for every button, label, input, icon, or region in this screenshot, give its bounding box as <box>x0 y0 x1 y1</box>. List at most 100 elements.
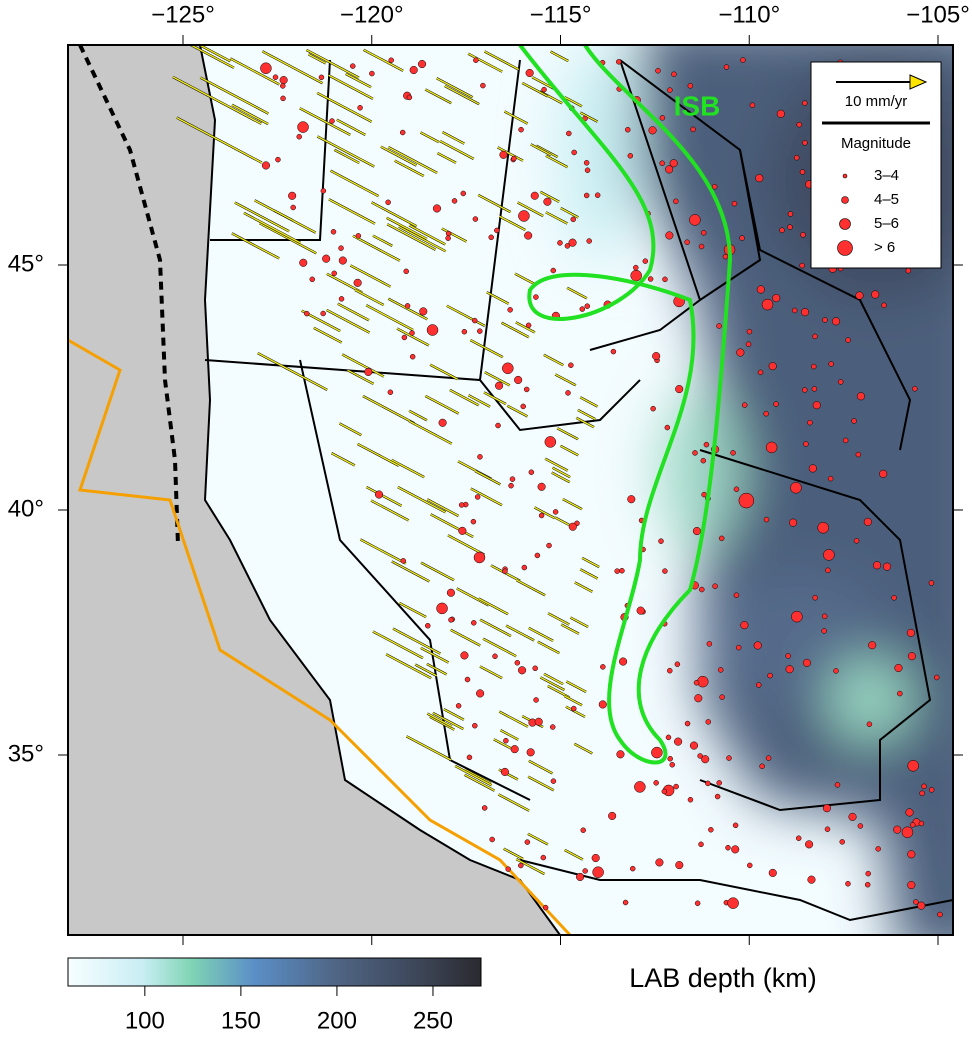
gps-vector <box>504 110 529 125</box>
earthquake <box>338 296 345 302</box>
earthquake <box>648 126 657 135</box>
x-tick-label: −115° <box>530 1 592 28</box>
earthquake <box>658 538 664 544</box>
earthquake <box>542 904 549 911</box>
earthquake <box>534 717 543 726</box>
earthquake <box>848 812 857 821</box>
gps-vector <box>566 287 588 299</box>
gps-vector <box>380 146 417 167</box>
earthquake <box>530 191 539 200</box>
gps-vector <box>313 327 343 344</box>
earthquake <box>473 551 486 564</box>
earthquake <box>913 899 919 905</box>
gps-vector <box>478 597 509 615</box>
earthquake <box>438 418 447 427</box>
ocean <box>68 45 562 935</box>
earthquake <box>845 880 851 887</box>
earthquake <box>518 126 524 133</box>
earthquake <box>387 389 394 396</box>
gps-vector <box>527 833 549 846</box>
earthquake <box>616 59 622 65</box>
gps-vector <box>449 389 480 406</box>
gps-vector <box>243 212 301 244</box>
gps-vector <box>539 191 560 203</box>
earthquake <box>296 133 302 140</box>
earthquake <box>828 361 834 367</box>
earthquake <box>583 160 590 166</box>
earthquake <box>570 216 576 223</box>
gps-vector <box>426 498 459 517</box>
earthquake <box>701 491 707 498</box>
gps-vector <box>551 471 571 483</box>
earthquake <box>432 204 442 213</box>
x-tick-label: −125° <box>151 1 215 28</box>
y-tick-label: 40° <box>8 495 44 522</box>
earthquake <box>718 535 725 542</box>
earthquake <box>400 558 407 564</box>
gps-vector <box>534 506 556 519</box>
earthquake <box>309 276 316 283</box>
gps-vector <box>470 339 504 358</box>
gps-vector <box>426 663 448 676</box>
earthquake <box>863 517 872 526</box>
gps-vector <box>336 119 366 136</box>
gps-vector <box>574 581 593 593</box>
earthquake <box>571 149 577 156</box>
earthquake <box>811 386 818 392</box>
gps-vector <box>467 53 503 73</box>
earthquake <box>790 482 802 494</box>
gps-vector <box>391 459 425 478</box>
earthquake <box>466 754 473 761</box>
earthquake <box>471 620 477 626</box>
earthquake <box>669 159 678 168</box>
earthquake <box>891 595 897 601</box>
earthquake <box>906 628 915 637</box>
earthquake <box>508 482 514 489</box>
earthquake <box>812 333 818 340</box>
earthquake <box>403 268 409 275</box>
earthquake <box>499 150 508 159</box>
earthquake <box>650 405 656 412</box>
gps-vector <box>430 513 474 538</box>
earthquake <box>409 330 415 336</box>
earthquake <box>320 310 326 317</box>
gps-vector <box>306 49 360 79</box>
earthquake <box>866 721 873 728</box>
gps-vector <box>464 768 492 785</box>
earthquake <box>557 240 563 246</box>
earthquake <box>787 211 794 217</box>
earthquake <box>821 613 828 620</box>
earthquake <box>288 191 297 200</box>
earthquake <box>796 121 802 128</box>
gps-vector <box>579 111 598 123</box>
earthquake <box>659 160 665 167</box>
earthquake <box>532 665 538 672</box>
earthquake <box>460 190 467 197</box>
earthquake <box>633 264 639 271</box>
x-tick-label: −120° <box>340 1 404 28</box>
earthquake <box>568 238 577 247</box>
gps-vector <box>308 53 327 65</box>
earthquake <box>909 822 916 828</box>
earthquake <box>472 216 479 222</box>
gps-vector <box>575 417 595 428</box>
earthquake <box>460 651 469 660</box>
earthquake <box>494 227 500 234</box>
earthquake <box>698 841 704 848</box>
gps-vector <box>330 170 379 197</box>
earthquake <box>329 118 335 124</box>
earthquake <box>583 192 590 199</box>
earthquake <box>667 667 673 674</box>
earthquake <box>564 243 571 249</box>
gps-vector <box>425 395 460 415</box>
gps-vector <box>581 557 600 568</box>
earthquake <box>477 328 483 334</box>
earthquake <box>937 911 943 918</box>
earthquake <box>871 290 880 299</box>
earthquake <box>747 862 753 869</box>
earthquake <box>592 866 604 878</box>
earthquake <box>582 868 588 874</box>
earthquake <box>355 233 362 239</box>
earthquake <box>881 302 887 309</box>
